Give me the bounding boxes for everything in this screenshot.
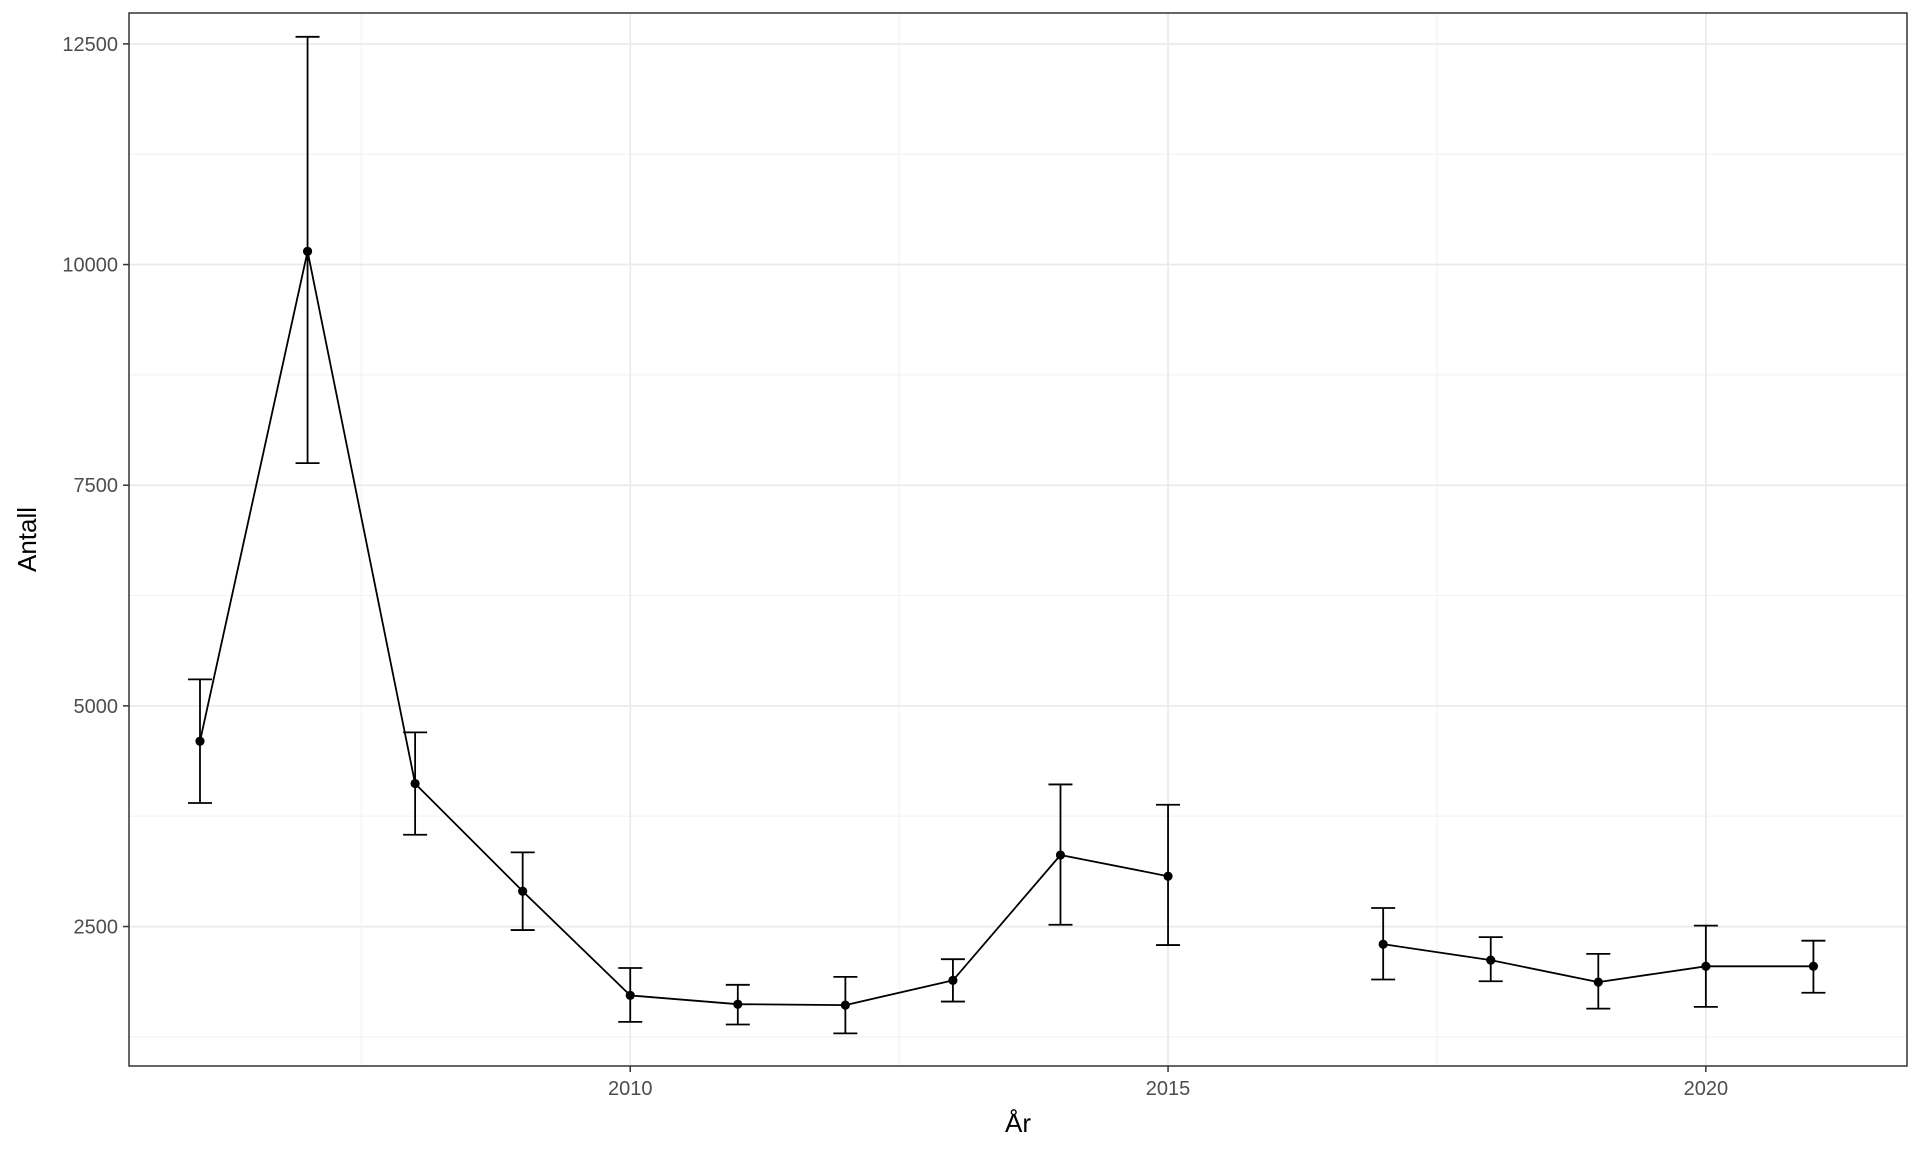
series-line xyxy=(199,250,1169,1006)
data-point xyxy=(1808,961,1819,971)
panel-border xyxy=(128,12,1908,1067)
x-tick-label: 2015 xyxy=(1146,1078,1191,1100)
data-point xyxy=(733,999,743,1009)
y-tick-label: 7500 xyxy=(74,475,119,497)
data-point xyxy=(840,1000,850,1010)
grid-lines xyxy=(129,13,1907,1066)
data-point xyxy=(1486,955,1496,965)
data-point xyxy=(1593,977,1603,987)
data-point xyxy=(302,246,313,256)
data-point xyxy=(410,778,420,789)
y-tick-label: 10000 xyxy=(62,255,118,277)
data-point xyxy=(1163,871,1173,881)
data-point xyxy=(195,736,205,746)
y-tick-label: 2500 xyxy=(74,917,119,939)
x-tick-label: 2010 xyxy=(608,1078,653,1100)
y-tick-label: 12500 xyxy=(62,34,118,56)
data-point xyxy=(1701,961,1711,971)
data-series xyxy=(187,35,1826,1035)
x-axis-title: År xyxy=(1005,1108,1031,1138)
data-point xyxy=(1378,939,1388,949)
axis-ticks: 2010 2015 2020 2500 5000 7500 10000 12500 xyxy=(62,34,1728,1100)
data-point xyxy=(518,886,528,896)
y-tick-label: 5000 xyxy=(74,696,119,718)
data-point xyxy=(625,990,635,1000)
data-point xyxy=(1055,850,1066,860)
x-tick-label: 2020 xyxy=(1684,1078,1729,1100)
data-point xyxy=(948,975,958,985)
y-axis-title: Antall xyxy=(12,507,42,572)
